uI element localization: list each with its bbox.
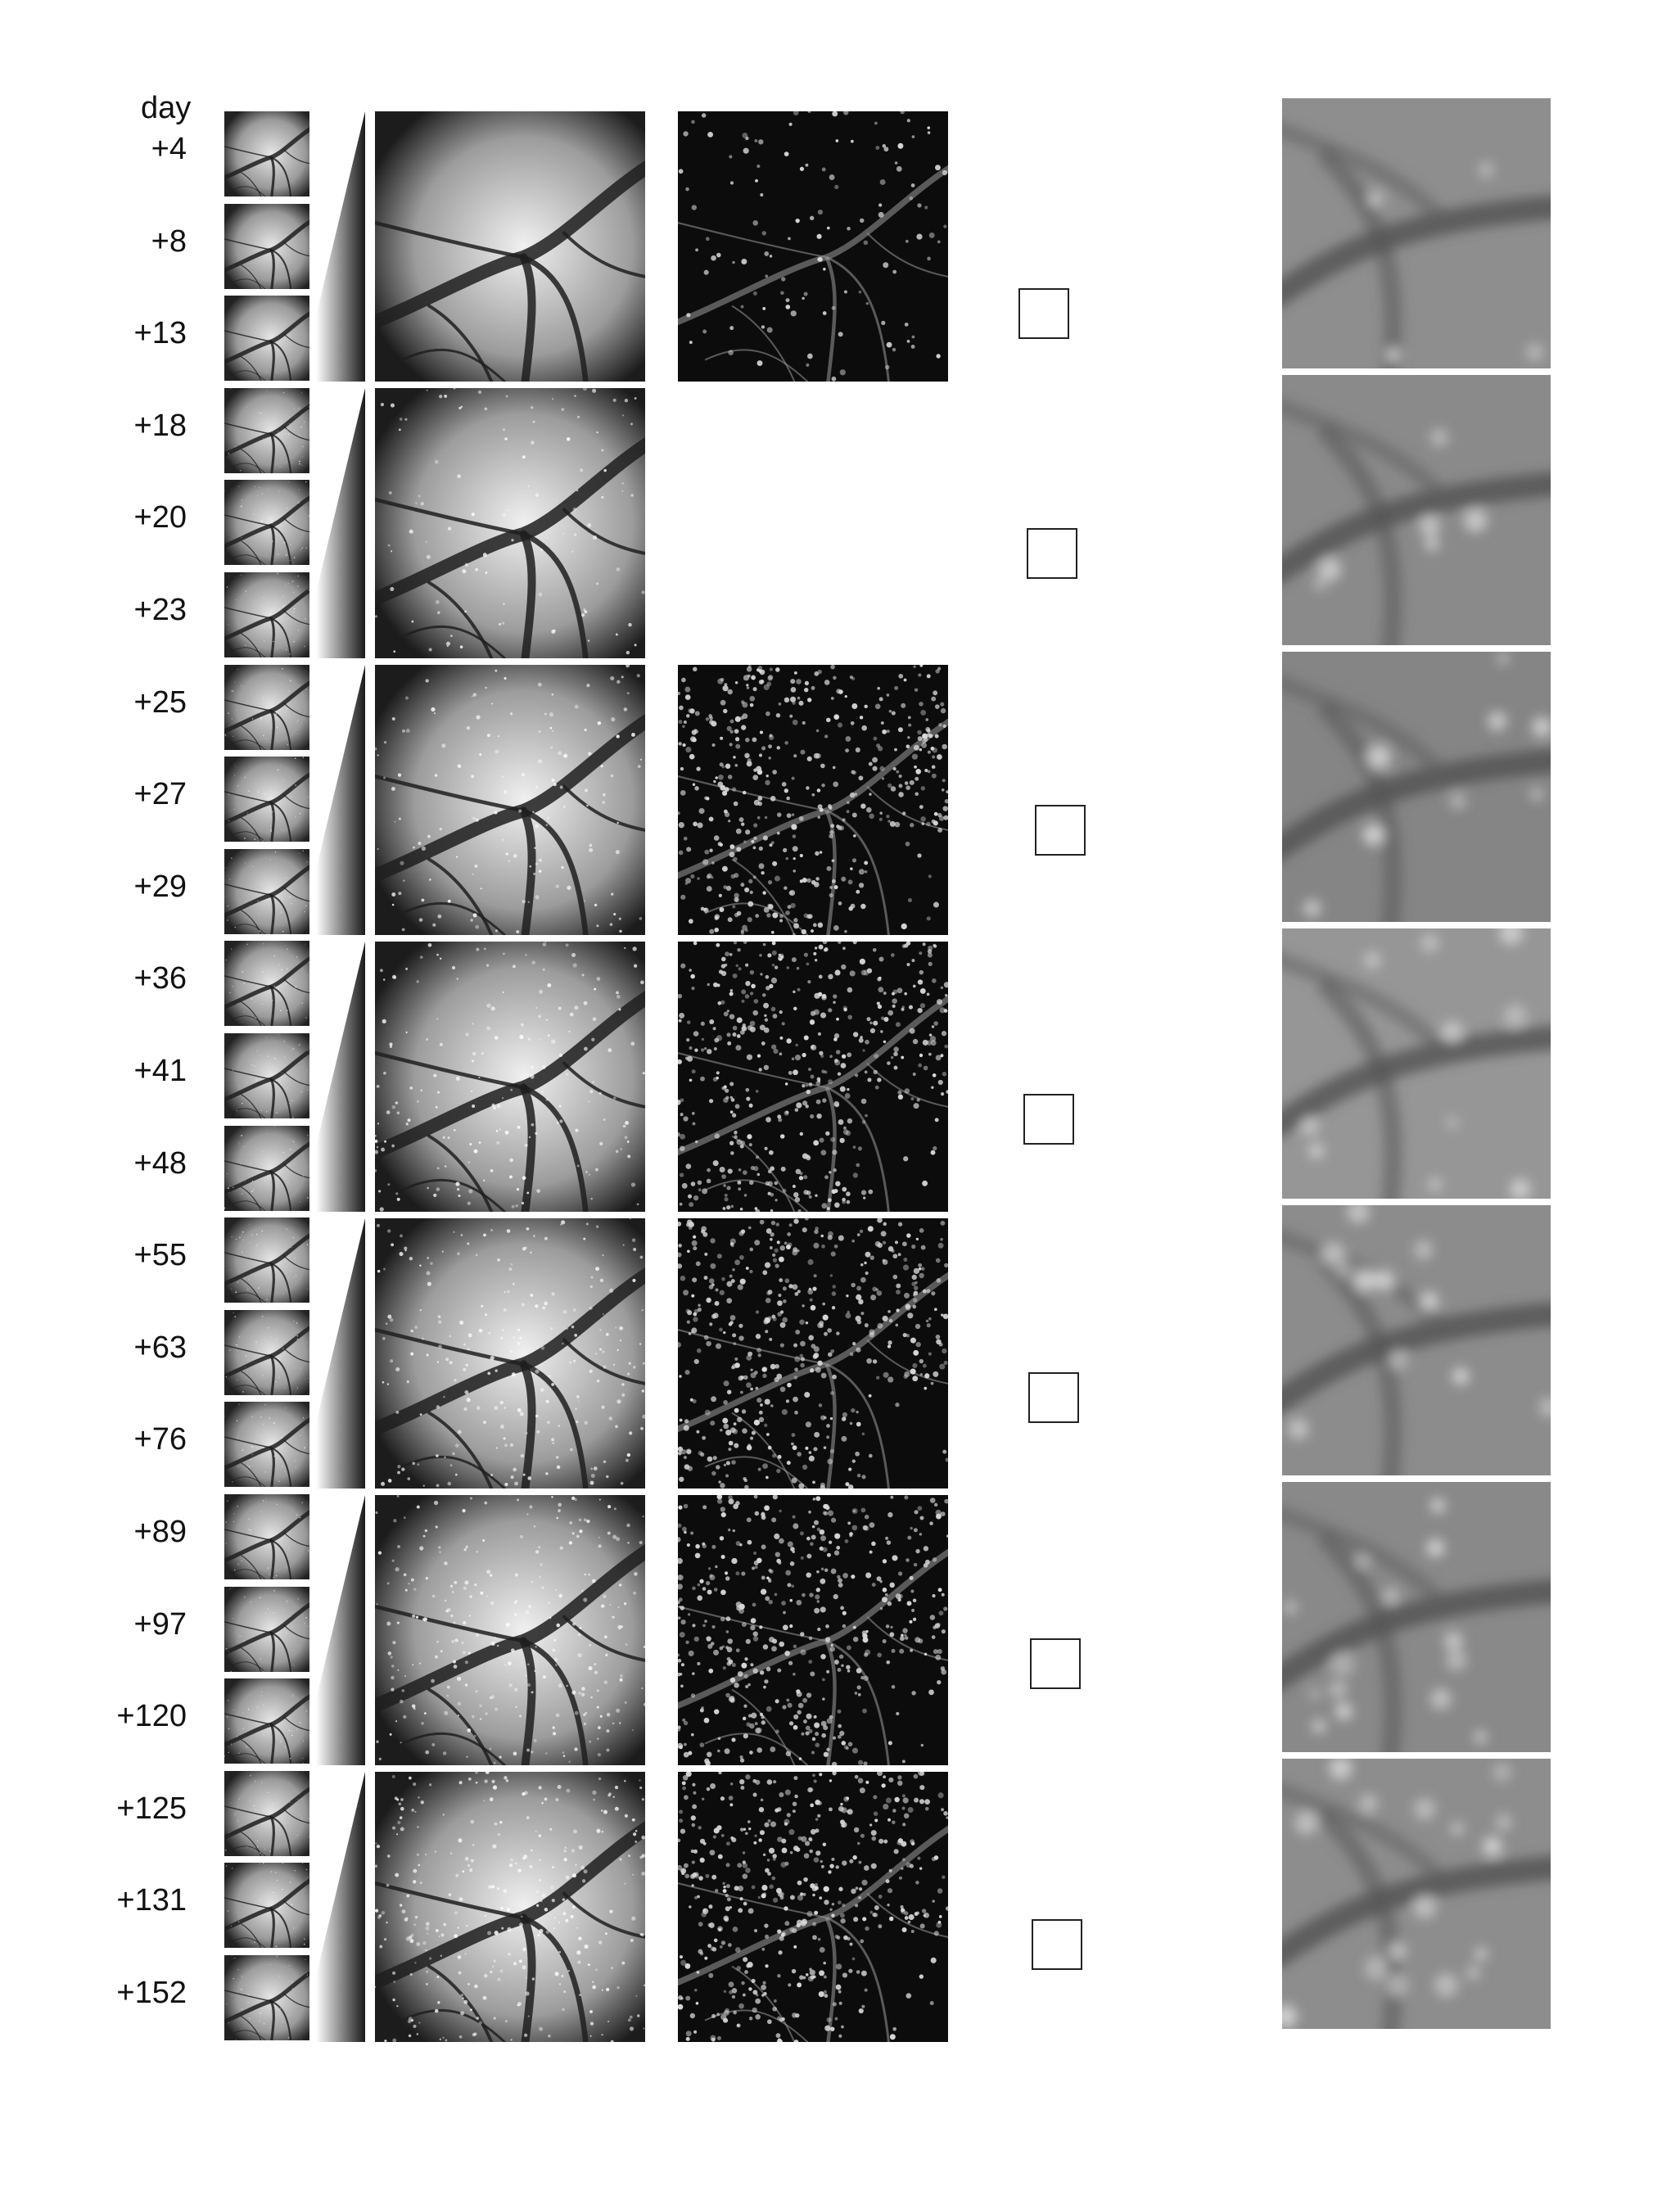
thumbnail-image [224, 480, 309, 566]
wide-field-image [375, 1772, 645, 2042]
group-bracket [316, 942, 365, 1212]
group-bracket [316, 665, 365, 935]
day-label: +8 [151, 224, 187, 259]
wide-field-image [375, 665, 645, 935]
fluorescence-image [678, 1772, 948, 2042]
roi-box-marker [1018, 288, 1069, 339]
thumbnail-image [224, 1125, 309, 1211]
roi-box-marker [1030, 1638, 1081, 1689]
group-bracket [316, 1218, 365, 1489]
wide-field-image [375, 942, 645, 1212]
zoom-image [1282, 928, 1551, 1199]
day-label: +152 [116, 1976, 187, 2010]
thumbnail-image [224, 1586, 309, 1672]
thumbnail-image [224, 572, 309, 657]
wide-field-image [375, 1218, 645, 1489]
thumbnail-image [224, 848, 309, 934]
day-label: +13 [133, 316, 187, 351]
day-label: +4 [151, 132, 187, 166]
day-label: +18 [133, 408, 187, 443]
thumbnail-image [224, 941, 309, 1027]
day-label: +63 [133, 1330, 187, 1365]
zoom-image [1282, 98, 1551, 368]
thumbnail-image [224, 203, 309, 289]
roi-box-marker [1035, 805, 1086, 856]
day-label: +25 [133, 684, 187, 720]
group-bracket [316, 1772, 365, 2042]
thumbnail-image [224, 1770, 309, 1856]
day-label: +76 [133, 1422, 187, 1457]
day-label: +36 [133, 961, 187, 996]
group-bracket [316, 388, 365, 658]
thumbnail-image [224, 111, 309, 197]
day-label: +131 [116, 1883, 187, 1918]
thumbnail-image [224, 1494, 309, 1579]
fluorescence-image [678, 665, 948, 935]
day-label: +27 [133, 777, 187, 812]
thumbnail-image [224, 1863, 309, 1949]
fluorescence-image [678, 942, 948, 1212]
zoom-image [1282, 1205, 1551, 1475]
day-label: +89 [133, 1515, 187, 1549]
thumbnail-image [224, 1309, 309, 1395]
day-label: +20 [133, 500, 187, 535]
thumbnail-image [224, 296, 309, 382]
day-label: +23 [133, 593, 187, 627]
group-bracket [316, 1495, 365, 1765]
day-label: +125 [116, 1791, 187, 1826]
thumbnail-image [224, 1402, 309, 1488]
day-label: +41 [133, 1054, 187, 1088]
day-label: +97 [133, 1606, 187, 1642]
thumbnail-image [224, 1217, 309, 1303]
zoom-image [1282, 375, 1551, 645]
roi-box-marker [1032, 1919, 1082, 1970]
roi-box-marker [1027, 528, 1077, 579]
thumbnail-image [224, 1955, 309, 2040]
day-label: +55 [133, 1238, 187, 1273]
fluorescence-image [678, 111, 948, 382]
wide-field-image [375, 388, 645, 658]
fluorescence-image [678, 1495, 948, 1765]
thumbnail-image [224, 1033, 309, 1118]
wide-field-image [375, 1495, 645, 1765]
roi-box-marker [1028, 1372, 1079, 1423]
thumbnail-image [224, 664, 309, 750]
roi-box-marker [1023, 1094, 1074, 1145]
fluorescence-image [678, 1218, 948, 1489]
thumbnail-image [224, 387, 309, 473]
zoom-image [1282, 1482, 1551, 1752]
zoom-image [1282, 1759, 1551, 2029]
thumbnail-image [224, 757, 309, 843]
thumbnail-image [224, 1678, 309, 1764]
day-label: +120 [116, 1699, 187, 1734]
day-axis-header: day [141, 91, 192, 125]
day-label: +29 [133, 869, 187, 904]
day-label: +48 [133, 1145, 187, 1181]
group-bracket [316, 111, 365, 382]
wide-field-image [375, 111, 645, 382]
zoom-image [1282, 652, 1551, 922]
